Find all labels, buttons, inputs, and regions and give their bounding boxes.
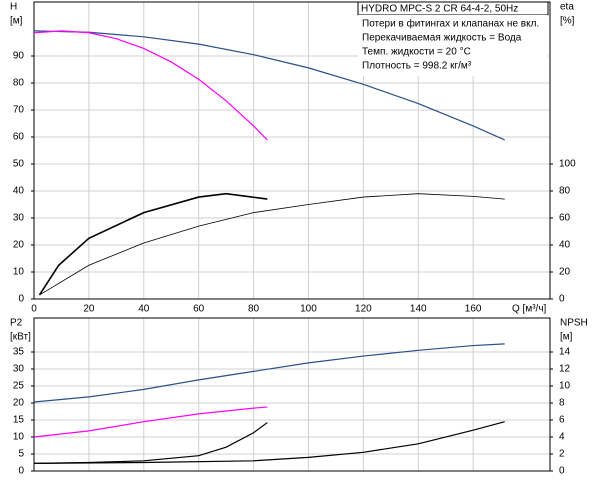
x-tick-label: 60: [193, 304, 205, 315]
y-tick-label: 20: [13, 240, 25, 251]
y2-tick-label: 12: [559, 364, 571, 375]
y-tick-label: 10: [13, 432, 25, 443]
annotation: Темп. жидкости = 20 °C: [362, 47, 471, 58]
y2-tick-label: 40: [559, 240, 571, 251]
y2-tick-label: 60: [559, 213, 571, 224]
y-tick-label: 15: [13, 415, 25, 426]
annotation: Потери в фитингах и клапанах не вкл.: [362, 18, 539, 30]
x-tick-label: 160: [465, 304, 482, 315]
annotation: Плотность = 998.2 кг/м³: [362, 61, 472, 72]
y-axis-label: [кВт]: [10, 332, 31, 343]
x-tick-label: 120: [355, 304, 372, 315]
x-tick-label: 100: [300, 304, 317, 315]
y-axis-label: [м]: [10, 16, 23, 27]
y2-tick-label: 8: [559, 398, 565, 409]
y2-tick-label: 0: [559, 466, 565, 477]
y2-tick-label: 2: [559, 449, 565, 460]
y2-axis-label: eta: [560, 2, 574, 13]
plot-frame: [33, 317, 551, 472]
y2-axis-label: [%]: [560, 16, 575, 27]
curve: [33, 406, 268, 438]
y-tick-label: 30: [13, 213, 25, 224]
y2-tick-label: 14: [559, 347, 571, 358]
y2-axis-label: [м]: [560, 332, 573, 343]
y-tick-label: 90: [13, 51, 25, 62]
notes-box: [358, 15, 548, 76]
y2-tick-label: 6: [559, 415, 565, 426]
y2-tick-label: 10: [559, 381, 571, 392]
x-tick-label: 140: [410, 304, 427, 315]
y-tick-label: 25: [13, 381, 25, 392]
y-tick-label: 60: [13, 132, 25, 143]
y2-tick-label: 0: [559, 294, 565, 305]
y-tick-label: 30: [13, 364, 25, 375]
y2-tick-label: 100: [559, 159, 576, 170]
y-tick-label: 5: [18, 449, 24, 460]
y-tick-label: 10: [13, 267, 25, 278]
x-tick-label: 20: [83, 304, 95, 315]
curve: [33, 421, 505, 464]
y-tick-label: 40: [13, 186, 25, 197]
chart-title: HYDRO MPC-S 2 CR 64-4-2, 50Hz: [361, 4, 518, 15]
y2-tick-label: 20: [559, 267, 571, 278]
curve: [33, 343, 505, 403]
y-tick-label: 80: [13, 78, 25, 89]
x-tick-label: 40: [138, 304, 150, 315]
curve: [39, 193, 505, 296]
curve: [33, 30, 268, 141]
y-tick-label: 70: [13, 105, 25, 116]
y-tick-label: 0: [18, 466, 24, 477]
annotation: Перекачиваемая жидкость = Вода: [362, 33, 522, 44]
curve: [33, 30, 505, 141]
y-tick-label: 35: [13, 347, 25, 358]
y2-axis-label: NPSH: [560, 318, 588, 329]
x-tick-label: 0: [31, 304, 37, 315]
y-tick-label: 0: [18, 294, 24, 305]
y2-tick-label: 80: [559, 186, 571, 197]
y-axis-label: H: [10, 2, 17, 13]
y-tick-label: 50: [13, 159, 25, 170]
x-axis-label: Q [м³/ч]: [512, 304, 547, 315]
curve: [33, 422, 268, 464]
curve: [38, 192, 268, 296]
y-axis-label: P2: [10, 318, 23, 329]
x-tick-label: 80: [248, 304, 260, 315]
y-tick-label: 20: [13, 398, 25, 409]
y2-tick-label: 4: [559, 432, 565, 443]
plot-frame: [33, 1, 551, 300]
